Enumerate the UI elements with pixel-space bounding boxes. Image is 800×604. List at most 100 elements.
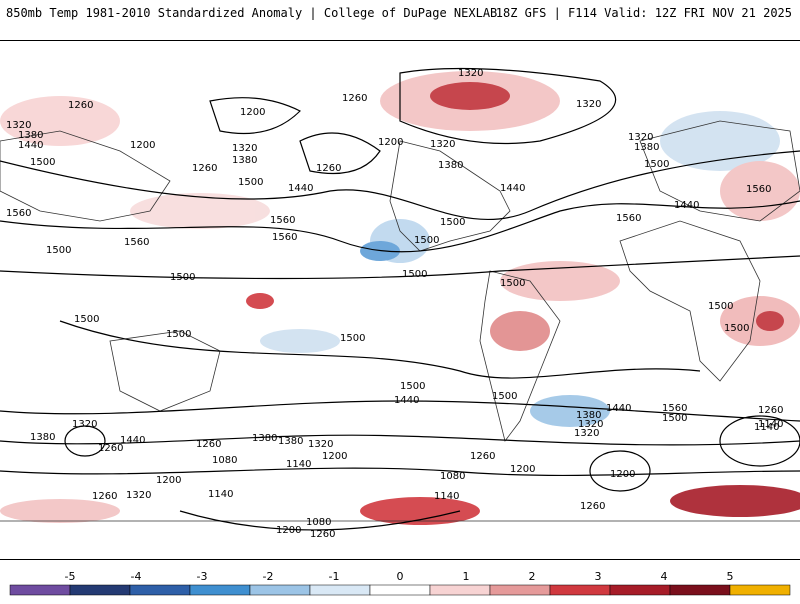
contour-label: 1260	[580, 501, 605, 512]
colorbar-segment	[609, 584, 671, 596]
contour-label: 1200	[156, 475, 181, 486]
contour-label: 1260	[342, 93, 367, 104]
anomaly-hot-africa	[756, 311, 784, 331]
colorbar-segment	[69, 584, 131, 596]
contour-label: 1140	[208, 489, 233, 500]
contour-label: 1500	[500, 278, 525, 289]
contour-label: 1200	[510, 464, 535, 475]
anomaly-warm-pacific	[130, 193, 270, 229]
colorbar-segment	[489, 584, 551, 596]
contour-label: 1500	[170, 272, 195, 283]
contour-label: 1260	[192, 163, 217, 174]
contour-label: 1200	[130, 140, 155, 151]
contour-label: 1080	[306, 517, 331, 528]
colorbar-tick-label: -5	[65, 570, 76, 583]
contour-label: 1500	[724, 323, 749, 334]
contour-label: 1500	[30, 157, 55, 168]
contour-label: 1440	[500, 183, 525, 194]
contour-label: 1320	[430, 139, 455, 150]
colorbar-segment	[669, 584, 731, 596]
colorbar-tick-label: 1	[463, 570, 470, 583]
anomaly-warm-andes	[490, 311, 550, 351]
contour-label: 1080	[212, 455, 237, 466]
contour-label: 1200	[322, 451, 347, 462]
contour-label: 1500	[400, 381, 425, 392]
contour-label: 1260	[92, 491, 117, 502]
contour-label: 1500	[402, 269, 427, 280]
colorbar-svg: -5 -4 -3 -2 -1 0 1 2 3 4 5	[9, 570, 791, 596]
contour-label: 1260	[196, 439, 221, 450]
contour-label: 1500	[238, 177, 263, 188]
anomaly-warm-southwest	[0, 499, 120, 523]
colorbar-tick-label: 3	[595, 570, 602, 583]
contour-label: 1560	[662, 403, 687, 414]
contour-label: 1140	[434, 491, 459, 502]
contour-label: 1260	[470, 451, 495, 462]
colorbar-segment	[249, 584, 311, 596]
anomaly-cool-tropics	[260, 329, 340, 353]
contour-label: 1380	[576, 410, 601, 421]
anomaly-hot-southindian	[670, 485, 800, 517]
contour-label: 1380	[438, 160, 463, 171]
contour-label: 1320	[628, 132, 653, 143]
colorbar-tick-label: -4	[131, 570, 142, 583]
contour-label: 1140	[758, 419, 783, 430]
colorbar-segment	[129, 584, 191, 596]
eurasia-outline-east	[639, 120, 800, 222]
contour-label: 1500	[74, 314, 99, 325]
contour-label: 1500	[708, 301, 733, 312]
contour-labels: 1320 1260 1200 1260 1320 1320 1380 1440 …	[6, 68, 783, 540]
contour-label: 1140	[754, 422, 779, 433]
south-america-outline	[479, 270, 561, 442]
contour-label: 1500	[662, 413, 687, 424]
anomaly-warm-atlantic	[500, 261, 620, 301]
map-title: 850mb Temp 1981-2010 Standardized Anomal…	[6, 6, 498, 20]
contour-label: 1380	[18, 130, 43, 141]
contour-label: 1560	[272, 232, 297, 243]
contour-1320-arctic	[399, 67, 617, 145]
contour-1260-gulf-low	[299, 132, 381, 174]
contour-label: 1440	[18, 140, 43, 151]
contour-label: 1260	[758, 405, 783, 416]
colorbar-segment	[189, 584, 251, 596]
anomaly-hot-pacific	[246, 293, 274, 309]
colorbar-segment	[729, 584, 791, 596]
colorbar-tick-label: -3	[197, 570, 208, 583]
contour-label: 1500	[414, 235, 439, 246]
anomaly-colorbar: -5 -4 -3 -2 -1 0 1 2 3 4 5	[0, 560, 800, 600]
colorbar-segment	[9, 584, 71, 596]
contour-label: 1200	[276, 525, 301, 536]
contour-label: 1380	[232, 155, 257, 166]
contour-label: 1320	[458, 68, 483, 79]
contour-label: 1200	[240, 107, 265, 118]
north-america-outline	[389, 140, 511, 252]
colorbar-tick-label: 5	[727, 570, 734, 583]
height-contours	[0, 67, 800, 531]
contour-label: 1440	[120, 435, 145, 446]
contour-label: 1380	[634, 142, 659, 153]
weather-map[interactable]: 1320 1260 1200 1260 1320 1320 1380 1440 …	[0, 40, 800, 560]
contour-label: 1380	[30, 432, 55, 443]
anomaly-hot-arctic	[430, 82, 510, 110]
anomaly-warm-asia	[0, 96, 120, 146]
anomaly-hot-southpacific	[360, 497, 480, 525]
contour-1320-sw-low	[64, 425, 106, 457]
contour-label: 1200	[378, 137, 403, 148]
colorbar-segment	[549, 584, 611, 596]
colorbar-tick-label: 0	[397, 570, 404, 583]
anomaly-cool-southatlantic	[530, 395, 610, 427]
contour-1200-pacific-low	[209, 97, 302, 134]
colorbar-segment	[429, 584, 491, 596]
map-canvas: 1320 1260 1200 1260 1320 1320 1380 1440 …	[0, 67, 800, 540]
contour-label: 1260	[310, 529, 335, 540]
contour-label: 1320	[232, 143, 257, 154]
contour-label: 1200	[610, 469, 635, 480]
contour-label: 1320	[574, 428, 599, 439]
contour-label: 1500	[166, 329, 191, 340]
contour-label: 1560	[124, 237, 149, 248]
contour-label: 1260	[68, 100, 93, 111]
contour-1200-south-low	[589, 450, 651, 492]
contour-label: 1560	[746, 184, 771, 195]
contour-label: 1500	[644, 159, 669, 170]
colorbar-segment	[369, 584, 431, 596]
